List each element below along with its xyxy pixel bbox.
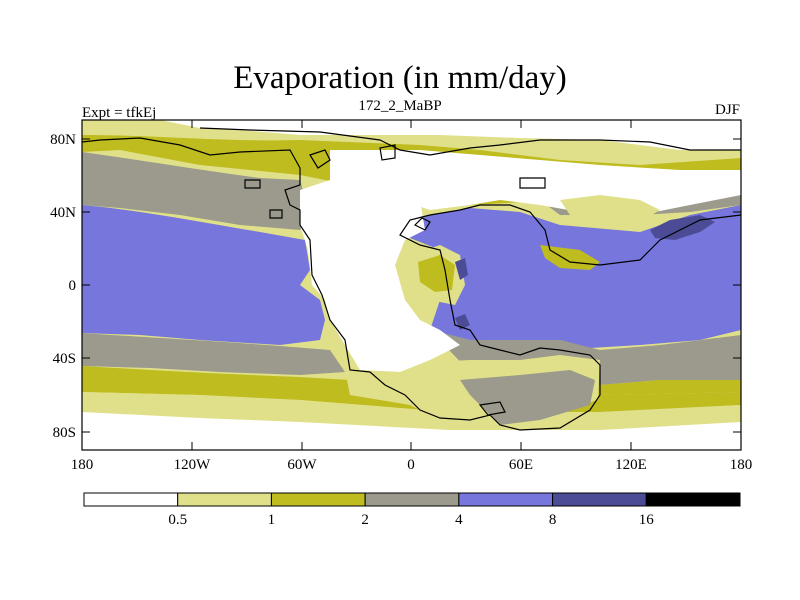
dark-land-spot-1 (455, 258, 468, 280)
lon-tick-label: 180 (730, 457, 753, 473)
period-label: 172_2_MaBP (358, 98, 442, 114)
colorbar-labels: 0.5 1 2 4 8 16 (168, 512, 654, 528)
colorbar-level-label: 0.5 (168, 512, 187, 528)
colorbar-swatch (645, 492, 741, 507)
colorbar-level-label: 4 (455, 512, 463, 528)
season-label: DJF (714, 102, 740, 118)
evaporation-field (82, 120, 741, 450)
antarctic-white (82, 412, 741, 450)
tropical-blue-band-east (390, 205, 741, 348)
colorbar-swatch (83, 492, 179, 507)
lat-tick-label: 40S (53, 351, 76, 367)
colorbar-level-label: 2 (361, 512, 369, 528)
colorbar-level-label: 1 (268, 512, 276, 528)
colorbar-level-label: 16 (639, 512, 655, 528)
colorbar-swatch (552, 492, 647, 507)
experiment-label: Expt = tfkEj (82, 105, 157, 121)
lat-tick-label: 80S (53, 425, 76, 441)
lon-tick-label: 0 (407, 457, 415, 473)
colorbar-swatch (364, 492, 460, 507)
tropical-blue-band-west (82, 205, 325, 345)
colorbar-swatch (458, 492, 554, 507)
lon-tick-label: 180 (71, 457, 94, 473)
lon-tick-marks (81, 120, 742, 450)
asia-light-patch (560, 195, 660, 225)
lon-tick-label: 60E (509, 457, 533, 473)
south-gray-band-west (82, 333, 345, 375)
colorbar (83, 492, 741, 507)
colorbar-swatch (270, 492, 366, 507)
coastlines (82, 127, 741, 431)
arctic-white (160, 120, 741, 150)
lat-tick-label: 80N (50, 132, 76, 148)
land-olive-patch (418, 255, 455, 292)
colorbar-level-label: 8 (549, 512, 557, 528)
continent-interior-north (330, 150, 741, 215)
lon-tick-label: 120E (615, 457, 647, 473)
lat-tick-labels: 80N 40N 0 40S 80S (50, 132, 76, 441)
lat-tick-label: 40N (50, 205, 76, 221)
lon-tick-label: 60W (287, 457, 317, 473)
land-gray-patch (460, 370, 595, 425)
north-gray-band (82, 152, 310, 230)
lon-tick-label: 120W (174, 457, 212, 473)
lon-tick-labels: 180 120W 60W 0 60E 120E 180 (71, 457, 753, 473)
map-title: Evaporation (in mm/day) (233, 60, 567, 96)
lat-tick-label: 0 (69, 278, 77, 294)
south-light-band (82, 392, 741, 430)
lat-tick-marks (82, 138, 741, 433)
colorbar-swatch (177, 492, 272, 507)
